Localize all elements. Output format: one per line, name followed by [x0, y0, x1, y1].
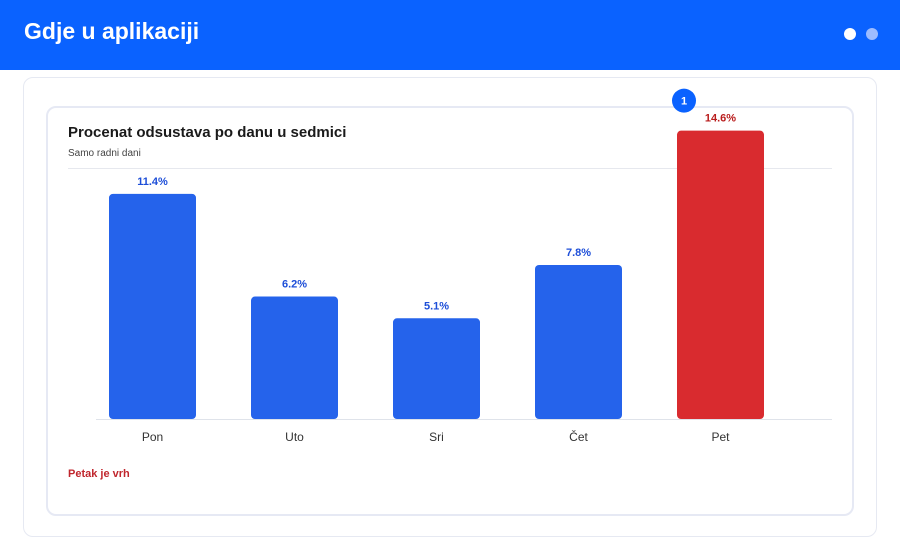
x-tick-label: Sri [429, 430, 444, 444]
value-label: 7.8% [566, 247, 591, 259]
bar-sri[interactable] [393, 318, 480, 419]
bar-pon[interactable] [109, 193, 196, 419]
chart-note: Petak je vrh [68, 468, 130, 480]
chart-title: Procenat odsustava po danu u sedmici [68, 124, 347, 141]
chart-divider [68, 168, 832, 169]
value-label: 5.1% [424, 300, 449, 312]
value-label: 6.2% [282, 279, 307, 291]
page-indicator-dot-active[interactable] [844, 28, 856, 40]
x-tick-label: Uto [285, 430, 304, 444]
value-label: 11.4% [137, 176, 168, 188]
bar-čet[interactable] [535, 264, 622, 419]
x-tick-label: Čet [569, 429, 588, 444]
x-tick-label: Pet [711, 430, 730, 444]
annotation-marker-label: 1 [681, 96, 687, 108]
page-indicator-dot-inactive[interactable] [866, 28, 878, 40]
chart-subtitle: Samo radni dani [68, 148, 141, 159]
annotation-marker[interactable] [672, 88, 696, 113]
bar-uto[interactable] [251, 296, 338, 419]
app-title: Gdje u aplikaciji [24, 18, 200, 44]
bar-pet[interactable] [677, 130, 764, 419]
app-header: Gdje u aplikaciji [0, 0, 900, 70]
value-label: 14.6% [705, 113, 736, 125]
x-tick-label: Pon [142, 430, 163, 444]
